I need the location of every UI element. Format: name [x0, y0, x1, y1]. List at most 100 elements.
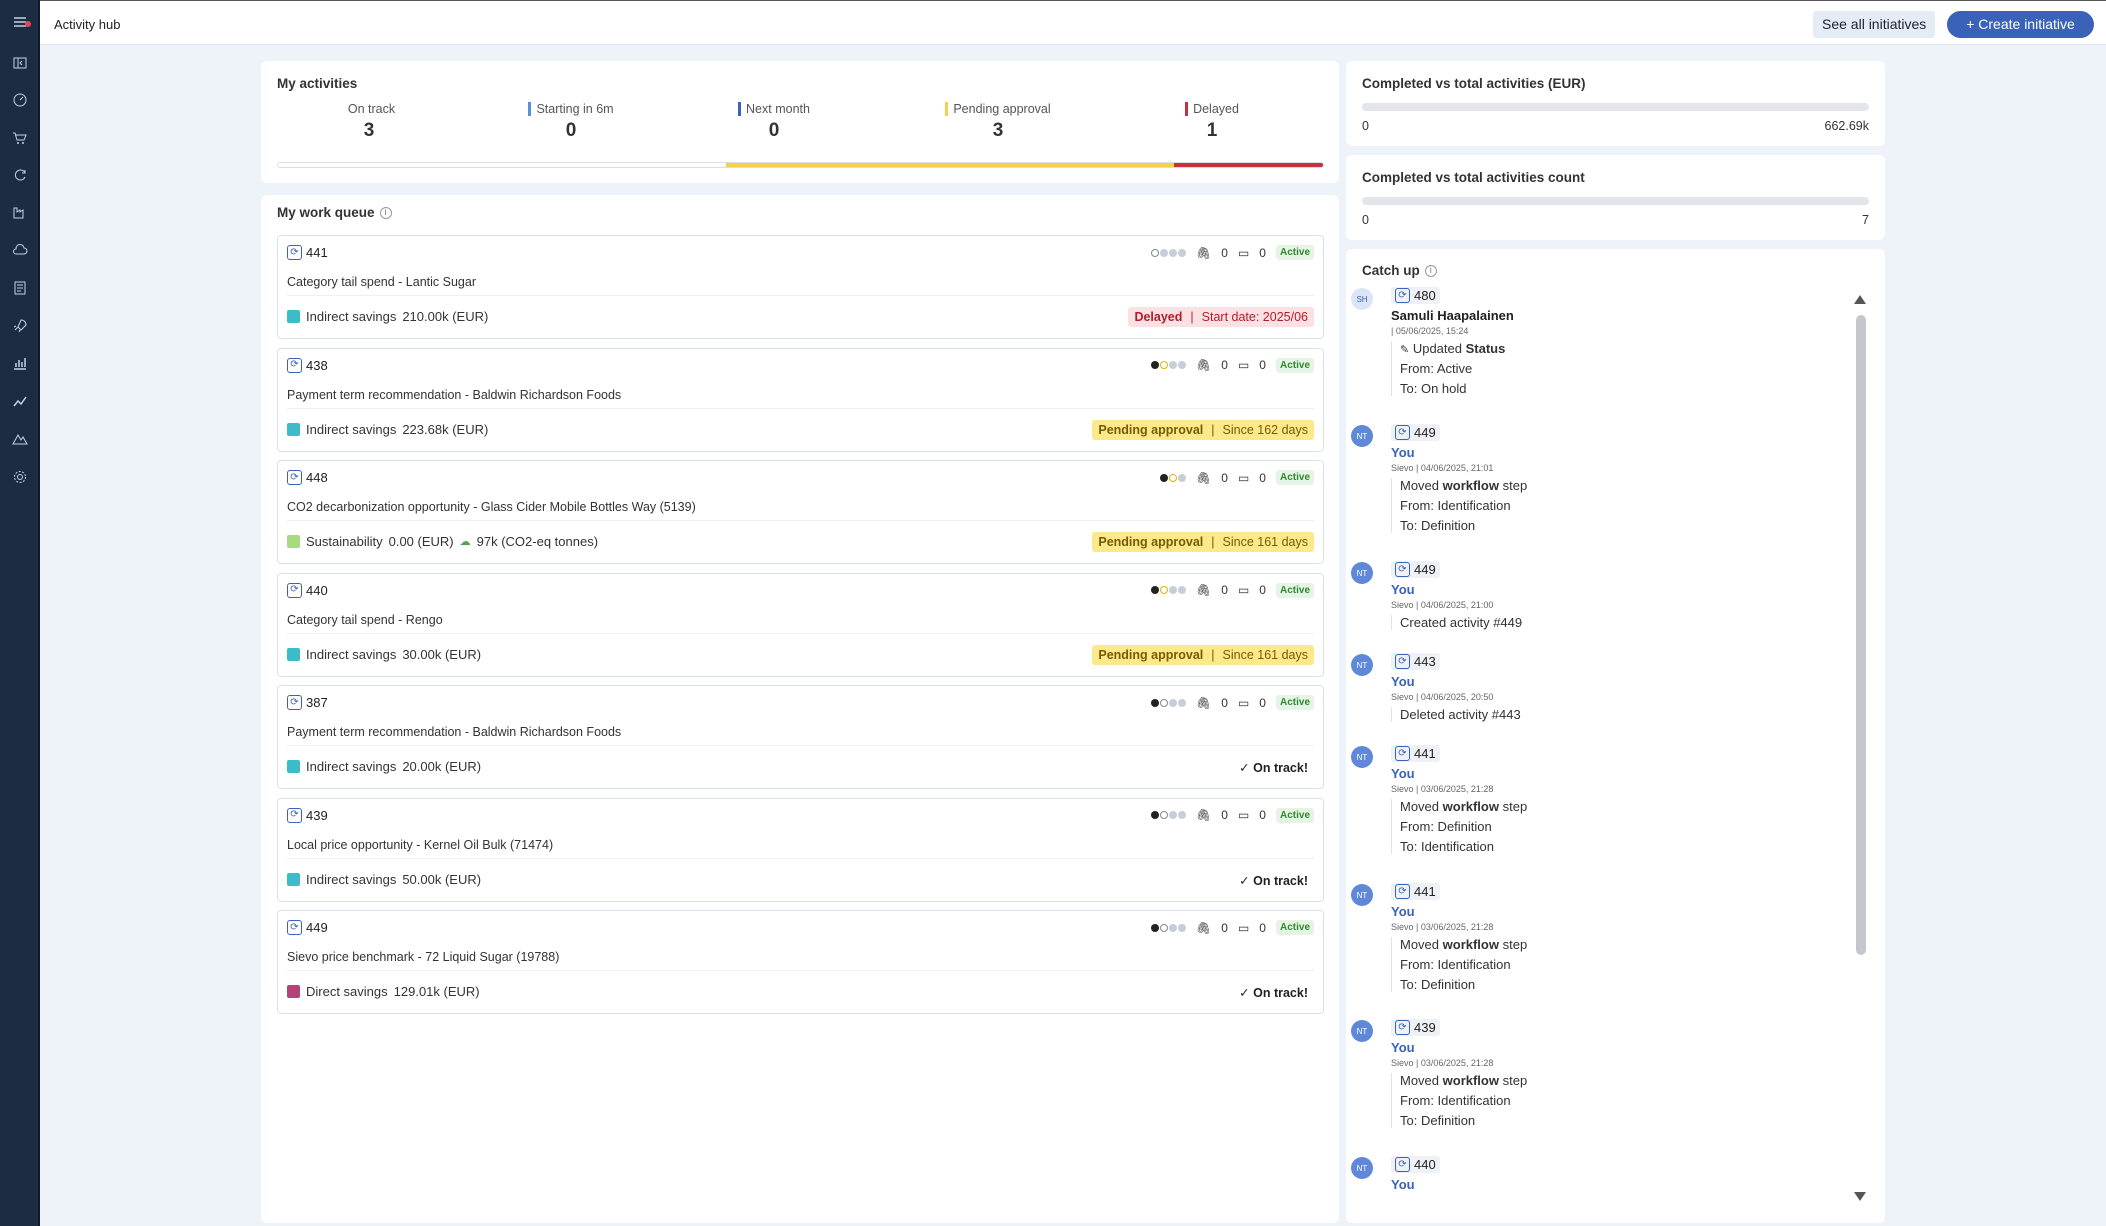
catch-up-scrollbar[interactable] — [1853, 295, 1867, 1205]
stat-1[interactable]: Starting in 6m 0 — [491, 101, 651, 142]
step-dot — [1178, 248, 1187, 257]
report-icon[interactable] — [0, 274, 40, 302]
status-label: ✓ On track! — [1239, 873, 1308, 888]
comment-count: 0 — [1259, 920, 1266, 935]
collapse-icon[interactable] — [0, 49, 40, 77]
activity-id[interactable]: 438 — [306, 357, 328, 373]
activity-id[interactable]: 449 — [306, 920, 328, 935]
entry-line: To: Definition — [1400, 518, 1476, 533]
entry-line: To: On hold — [1400, 381, 1467, 396]
info-icon[interactable]: i — [379, 206, 392, 219]
activity-id[interactable]: 439 — [306, 807, 328, 823]
savings-amount: 50.00k (EUR) — [402, 871, 482, 887]
entry-activity-id: 441 — [1414, 746, 1436, 761]
status-label: Pending approval — [1098, 647, 1204, 662]
info-icon[interactable]: i — [1424, 264, 1437, 277]
activity-id[interactable]: 441 — [306, 245, 328, 260]
comment-icon: ▭ — [1237, 583, 1250, 597]
work-queue-card[interactable]: ⟳ 440 🖇 0 ▭ 0 Active Category tail spend - Reng… — [277, 572, 1324, 677]
step-dot — [1160, 473, 1169, 482]
activity-name: Local price opportunity - Kernel Oil Bul… — [287, 838, 1314, 859]
state-badge: Active — [1275, 582, 1314, 598]
step-dot — [1160, 811, 1169, 819]
factory-icon[interactable] — [0, 198, 40, 226]
activity-id[interactable]: 387 — [306, 695, 328, 710]
state-badge: Active — [1275, 920, 1314, 935]
activity-icon: ⟳ — [1395, 1157, 1410, 1172]
entry-activity-id: 443 — [1414, 654, 1436, 669]
cloud-icon[interactable] — [0, 236, 40, 264]
entry-activity-link[interactable]: ⟳ 449 — [1391, 424, 1440, 441]
comment-icon: ▭ — [1237, 470, 1250, 485]
comment-count: 0 — [1259, 245, 1266, 260]
entry-activity-link[interactable]: ⟳ 441 — [1391, 745, 1440, 762]
step-dot — [1178, 923, 1187, 932]
stat-2[interactable]: Next month 0 — [694, 101, 854, 142]
step-dot — [1160, 586, 1169, 594]
activity-id[interactable]: 448 — [306, 470, 328, 485]
entry-user[interactable]: You — [1391, 904, 1415, 919]
menu-icon[interactable] — [0, 8, 40, 36]
step-dot — [1151, 811, 1160, 819]
entry-user[interactable]: Samuli Haapalainen — [1391, 308, 1514, 323]
my-activities-title: My activities — [277, 76, 358, 91]
stat-label: Pending approval — [945, 102, 1051, 116]
work-queue-panel: My work queue i ⟳ 441 🖇 0 ▭ 0 Active Category t… — [261, 195, 1339, 1223]
settings-icon[interactable] — [0, 463, 40, 491]
entry-user[interactable]: You — [1391, 674, 1415, 689]
entry-activity-link[interactable]: ⟳ 440 — [1391, 1156, 1440, 1173]
line-chart-icon[interactable] — [0, 387, 40, 415]
entry-activity-link[interactable]: ⟳ 441 — [1391, 883, 1440, 900]
entry-activity-link[interactable]: ⟳ 449 — [1391, 561, 1440, 578]
see-all-initiatives-button[interactable]: See all initiatives — [1813, 11, 1936, 38]
scroll-up-arrow-icon[interactable] — [1854, 295, 1866, 304]
work-queue-card[interactable]: ⟳ 438 🖇 0 ▭ 0 Active Payment term recommendatio… — [277, 347, 1324, 452]
entry-user[interactable]: You — [1391, 766, 1415, 781]
cart-icon[interactable] — [0, 124, 40, 152]
stat-0[interactable]: On track 3 — [289, 101, 449, 142]
step-dot — [1160, 248, 1169, 257]
refresh-icon[interactable] — [0, 161, 40, 189]
work-queue-card[interactable]: ⟳ 387 🖇 0 ▭ 0 Active Payment term recommendatio… — [277, 685, 1324, 789]
work-queue-card[interactable]: ⟳ 448 🖇 0 ▭ 0 Active CO2 decarbonization opport… — [277, 460, 1324, 564]
avatar: NT — [1351, 425, 1373, 447]
mountain-icon[interactable] — [0, 424, 40, 452]
avatar: NT — [1351, 1157, 1373, 1179]
entry-user[interactable]: You — [1391, 582, 1415, 597]
scroll-down-arrow-icon[interactable] — [1854, 1192, 1866, 1201]
dashboard-icon[interactable] — [0, 86, 40, 114]
entry-line: From: Definition — [1400, 819, 1492, 834]
work-queue-card[interactable]: ⟳ 441 🖇 0 ▭ 0 Active Category tail spend - Lant… — [277, 235, 1324, 339]
savings-type: Indirect savings — [306, 309, 397, 324]
activity-id[interactable]: 440 — [306, 582, 328, 598]
work-queue-card[interactable]: ⟳ 449 🖇 0 ▭ 0 Active Sievo price benchmark - 72… — [277, 910, 1324, 1014]
stat-label: Next month — [738, 102, 810, 116]
scrollbar-thumb[interactable] — [1856, 315, 1866, 955]
bar-chart-icon[interactable] — [0, 349, 40, 377]
entry-activity-id: 480 — [1414, 288, 1436, 303]
stat-4[interactable]: Delayed 1 — [1132, 101, 1292, 142]
entry-activity-link[interactable]: ⟳ 480 — [1391, 287, 1440, 304]
savings-type: Indirect savings — [306, 871, 397, 887]
step-dot — [1178, 586, 1187, 594]
activity-icon: ⟳ — [287, 245, 302, 260]
entry-user[interactable]: You — [1391, 445, 1415, 460]
entry-line: Moved workflow step — [1400, 799, 1528, 814]
entry-user[interactable]: You — [1391, 1177, 1415, 1192]
entry-activity-link[interactable]: ⟳ 443 — [1391, 653, 1440, 670]
entry-activity-link[interactable]: ⟳ 439 — [1391, 1019, 1440, 1036]
status-separator: | — [1190, 310, 1194, 324]
savings-type-swatch — [287, 535, 300, 548]
activity-icon: ⟳ — [1395, 884, 1410, 899]
status-badge: ✓ On track! — [1233, 757, 1314, 778]
savings-type-swatch — [287, 872, 300, 886]
savings-type: Direct savings — [306, 984, 388, 999]
create-initiative-button[interactable]: + Create initiative — [1947, 11, 2094, 38]
work-queue-card[interactable]: ⟳ 439 🖇 0 ▭ 0 Active Local price opportunity - … — [277, 797, 1324, 902]
entry-user[interactable]: You — [1391, 1040, 1415, 1055]
rocket-icon[interactable] — [0, 312, 40, 340]
workflow-steps — [1151, 586, 1187, 594]
catch-up-title: Catch up — [1362, 263, 1420, 278]
stat-3[interactable]: Pending approval 3 — [918, 101, 1078, 142]
activity-icon: ⟳ — [287, 695, 302, 710]
